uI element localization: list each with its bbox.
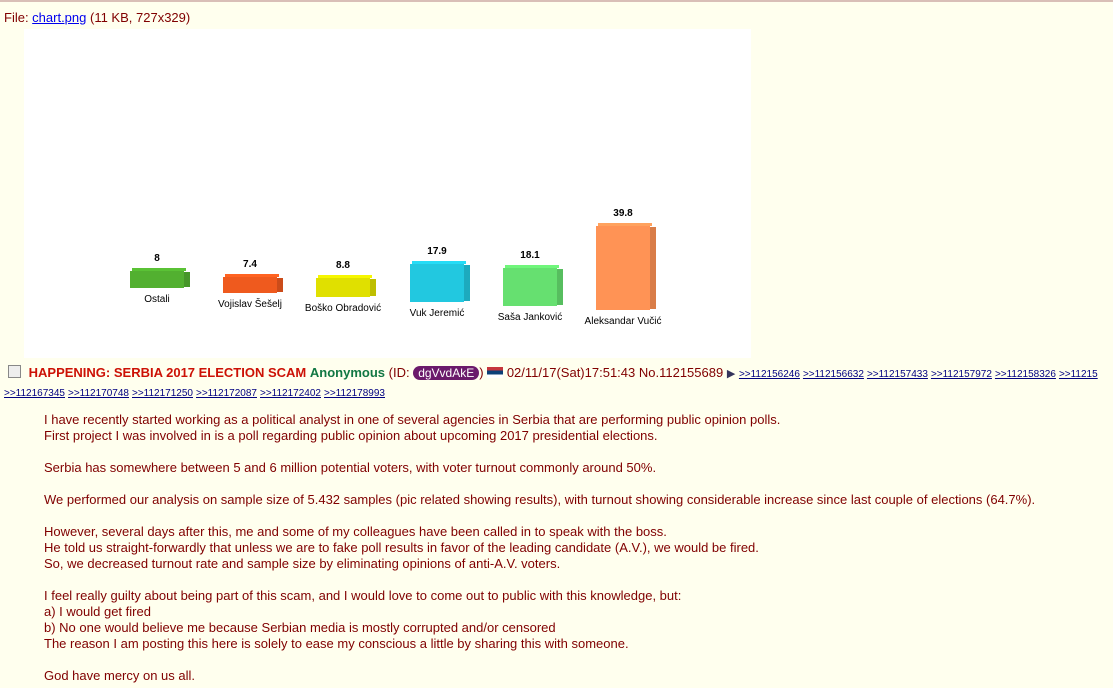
message-line: So, we decreased turnout rate and sample… (44, 556, 561, 571)
post-info: HAPPENING: SERBIA 2017 ELECTION SCAM Ano… (8, 365, 1101, 380)
value-label: 8 (154, 253, 160, 265)
message-line: God have mercy on us all. (44, 668, 196, 683)
category-label: Aleksandar Vučić (584, 316, 662, 327)
bar-front (596, 225, 650, 310)
category-label: Vuk Jeremić (409, 308, 465, 319)
backlink[interactable]: >>112156246 (738, 369, 800, 380)
backlinks: >>112156246 >>112156632 >>112157433 >>11215… (739, 365, 1101, 380)
id-suffix: ) (479, 365, 484, 380)
bar-side (370, 279, 376, 296)
message-line (44, 652, 1035, 668)
serbia-flag-icon (487, 367, 504, 378)
bar (223, 274, 283, 293)
bar-top (505, 264, 559, 268)
bar-side (557, 268, 563, 305)
bar-front (503, 267, 557, 306)
chart-image[interactable]: 8 Ostali 7.4 Vojislav Šešelj 8.8 Boško Obrado… (24, 29, 751, 358)
backlink[interactable]: >>112172402 (260, 388, 321, 399)
backlink[interactable]: >>112156632 (802, 369, 864, 380)
post-subject: HAPPENING: SERBIA 2017 ELECTION SCAM (28, 365, 307, 380)
value-label: 39.8 (613, 207, 633, 219)
message-line: The reason I am posting this here is sol… (44, 636, 629, 651)
backlink[interactable]: >>112172087 (196, 388, 257, 399)
file-prefix: File: (4, 10, 33, 25)
id-prefix: (ID: (388, 365, 414, 380)
value-label: 7.4 (243, 259, 257, 271)
backlink[interactable]: >>112157433 (866, 369, 928, 380)
message-line (44, 508, 1035, 524)
bar (410, 261, 470, 302)
bar-front (410, 264, 464, 302)
backlink[interactable]: >>112158326 (994, 369, 1056, 380)
bar (316, 275, 376, 297)
message-line: However, several days after this, me and… (44, 524, 667, 539)
bar-side (184, 272, 190, 287)
file-info: File: chart.png (11 KB, 727x329) (4, 10, 190, 25)
post-checkbox[interactable] (8, 365, 21, 378)
bar-top (412, 261, 466, 265)
backlink[interactable]: >>112157972 (930, 369, 992, 380)
bar-side (277, 278, 283, 292)
post-menu-arrow-icon[interactable]: ▶ (726, 368, 736, 380)
value-label: 18.1 (520, 249, 540, 261)
category-label: Boško Obradović (304, 303, 382, 314)
poster-name: Anonymous (309, 365, 385, 380)
message-line (44, 444, 1035, 460)
message-line: I have recently started working as a pol… (44, 412, 781, 427)
bar (130, 268, 190, 288)
message-line: Serbia has somewhere between 5 and 6 mil… (44, 460, 657, 475)
message-line: We performed our analysis on sample size… (44, 492, 1036, 507)
post-datetime: 02/11/17(Sat)17:51:43 (506, 365, 636, 380)
category-label: Ostali (144, 294, 170, 305)
message-line (44, 572, 1035, 588)
backlink[interactable]: >>112178993 (324, 388, 385, 399)
backlink[interactable]: >>112167345 (4, 388, 65, 399)
backlink[interactable]: >>11215 (1058, 369, 1098, 380)
post-number[interactable]: No.112155689 (638, 365, 724, 380)
message-line: First project I was involved in is a pol… (44, 428, 658, 443)
bar-top (225, 274, 279, 278)
bar-top (318, 275, 372, 279)
bar-side (464, 265, 470, 301)
message-line: He told us straight-forwardly that unles… (44, 540, 759, 555)
bar (503, 264, 563, 306)
value-label: 8.8 (336, 260, 350, 272)
bar-side (650, 226, 656, 309)
file-link[interactable]: chart.png (32, 10, 87, 25)
poster-id[interactable]: dgVvdAkE (413, 366, 480, 380)
category-label: Saša Janković (497, 312, 563, 323)
bar-front (130, 271, 184, 288)
message-line: b) No one would believe me because Serbi… (44, 620, 556, 635)
value-label: 17.9 (427, 246, 447, 258)
category-label: Vojislav Šešelj (218, 299, 282, 310)
post-message: I have recently started working as a pol… (44, 412, 1035, 684)
file-meta: (11 KB, 727x329) (90, 10, 191, 25)
message-line: I feel really guilty about being part of… (44, 588, 682, 603)
backlink[interactable]: >>112170748 (68, 388, 129, 399)
bar-front (223, 277, 277, 293)
message-line: a) I would get fired (44, 604, 151, 619)
bar-top (598, 222, 652, 226)
backlinks-row-2: >>112167345 >>112170748 >>112171250 >>11217… (4, 384, 388, 399)
message-line (44, 476, 1035, 492)
bar (596, 222, 656, 310)
backlink[interactable]: >>112171250 (132, 388, 193, 399)
bar-top (132, 268, 186, 272)
bar-front (316, 278, 370, 297)
